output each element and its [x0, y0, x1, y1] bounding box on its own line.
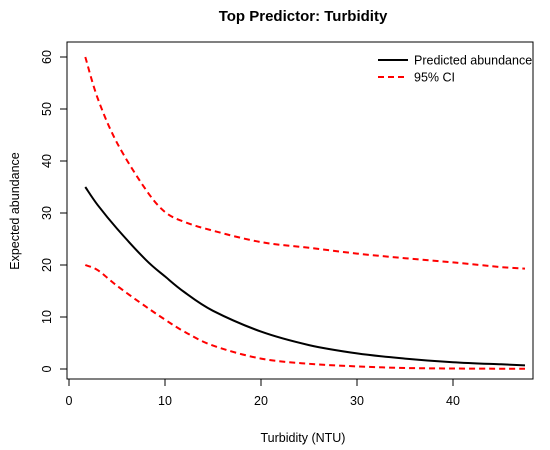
y-tick-label: 60	[40, 50, 54, 64]
ci-lower-line	[84, 264, 526, 370]
y-tick-label: 30	[40, 206, 54, 220]
y-tick-label: 0	[40, 365, 54, 372]
plot-frame	[66, 41, 534, 380]
chart-title: Top Predictor: Turbidity	[219, 8, 388, 25]
series-layer	[84, 56, 526, 370]
y-axis-label: Expected abundance	[8, 152, 22, 270]
x-tick-label: 10	[158, 394, 172, 408]
ci-upper-line	[84, 56, 526, 270]
legend-label-ci: 95% CI	[414, 71, 455, 85]
y-tick-label: 10	[40, 310, 54, 324]
legend: Predicted abundance 95% CI	[378, 54, 532, 85]
legend-label-predicted: Predicted abundance	[414, 54, 532, 68]
y-axis: 0 10 20 30 40 50 60	[40, 50, 68, 372]
y-tick-label: 20	[40, 258, 54, 272]
x-tick-label: 30	[350, 394, 364, 408]
x-tick-label: 0	[66, 394, 73, 408]
y-tick-label: 40	[40, 154, 54, 168]
predicted-abundance-line	[84, 186, 526, 367]
x-axis-label: Turbidity (NTU)	[261, 431, 346, 445]
x-axis: 0 10 20 30 40	[66, 378, 460, 408]
x-tick-label: 40	[446, 394, 460, 408]
y-tick-label: 50	[40, 102, 54, 116]
x-tick-label: 20	[254, 394, 268, 408]
